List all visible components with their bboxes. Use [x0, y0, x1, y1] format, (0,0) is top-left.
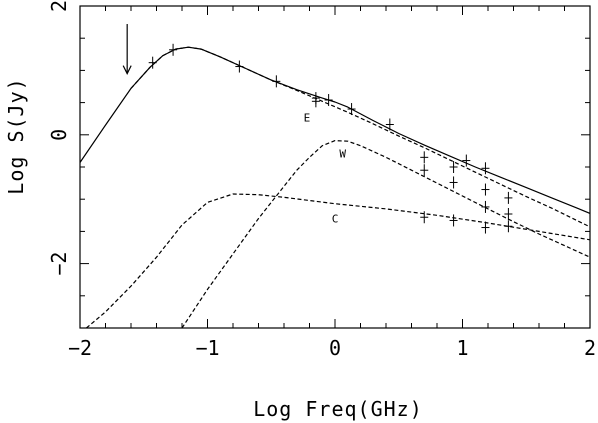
data-point [481, 183, 490, 196]
data-point [420, 211, 429, 224]
data-point [449, 176, 458, 189]
y-tick-label: 2 [47, 0, 71, 12]
data-point [420, 164, 429, 177]
data-point [169, 43, 178, 56]
data-point [504, 220, 513, 233]
series-e-line [130, 46, 590, 228]
series-w-line [181, 140, 590, 328]
data-points-group [148, 43, 513, 234]
series-c-line [86, 193, 590, 328]
data-point [481, 200, 490, 213]
data-point [462, 154, 471, 167]
data-point [272, 75, 281, 88]
data-point [311, 95, 320, 108]
axis-ticks-group [79, 5, 591, 329]
y-axis-label: Log S(Jy) [4, 77, 28, 194]
x-tick-label: −2 [68, 336, 92, 360]
curve-label-w: W [339, 147, 346, 160]
data-point [385, 118, 394, 131]
data-point [504, 208, 513, 221]
data-point [449, 214, 458, 227]
data-point [504, 191, 513, 204]
plot-frame [79, 5, 591, 329]
curve-label-e: E [304, 111, 311, 124]
y-tick-label: 0 [47, 129, 71, 141]
x-axis-label: Log Freq(GHz) [253, 397, 423, 421]
plot-frame-group [79, 5, 591, 329]
x-tick-label: 1 [456, 336, 468, 360]
data-point [347, 103, 356, 116]
data-point [148, 56, 157, 69]
x-tick-label: −1 [195, 336, 219, 360]
x-tick-label: 2 [584, 336, 596, 360]
curve-label-c: C [332, 213, 339, 226]
data-point [420, 151, 429, 164]
x-tick-label: 0 [329, 336, 341, 360]
series-group [80, 46, 590, 328]
arrow-head [122, 65, 132, 75]
data-point [481, 162, 490, 175]
data-point [449, 161, 458, 173]
data-point [481, 221, 490, 234]
series-total-line [80, 46, 590, 214]
tick-labels-group: −2 −1 0 1 2 −2 0 2 [47, 0, 596, 360]
y-tick-label: −2 [47, 252, 71, 276]
data-point [324, 94, 333, 107]
annotations-group: E W C [122, 24, 346, 226]
data-point [235, 60, 244, 73]
